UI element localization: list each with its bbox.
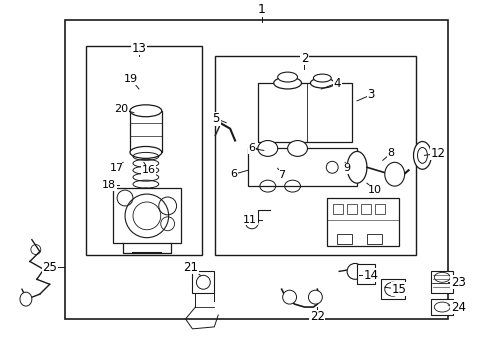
Text: 1: 1 bbox=[257, 3, 265, 16]
Bar bbox=[356, 265, 374, 284]
Bar bbox=[332, 204, 343, 214]
Text: 17: 17 bbox=[110, 163, 124, 173]
Bar bbox=[430, 299, 452, 315]
Text: 6: 6 bbox=[248, 143, 255, 153]
Bar bbox=[366, 234, 381, 244]
Text: 5: 5 bbox=[212, 112, 220, 125]
Bar bbox=[247, 148, 356, 186]
Text: 2: 2 bbox=[300, 52, 307, 65]
Ellipse shape bbox=[130, 147, 162, 158]
Ellipse shape bbox=[308, 290, 322, 304]
Ellipse shape bbox=[346, 264, 362, 279]
Ellipse shape bbox=[245, 219, 257, 229]
Bar bbox=[326, 198, 398, 246]
Bar bbox=[64, 19, 447, 319]
Bar bbox=[430, 271, 452, 293]
Ellipse shape bbox=[346, 152, 366, 183]
Bar bbox=[86, 46, 202, 255]
Text: 20: 20 bbox=[114, 104, 128, 114]
Text: 4: 4 bbox=[333, 77, 340, 90]
Text: 16: 16 bbox=[142, 165, 156, 175]
Bar bbox=[192, 271, 214, 293]
Bar bbox=[346, 204, 356, 214]
Ellipse shape bbox=[282, 290, 296, 304]
Text: 25: 25 bbox=[42, 261, 57, 274]
Text: 12: 12 bbox=[430, 147, 445, 160]
Bar bbox=[374, 204, 384, 214]
Text: 23: 23 bbox=[450, 276, 465, 289]
Bar bbox=[360, 204, 370, 214]
Text: 7: 7 bbox=[278, 170, 285, 180]
Ellipse shape bbox=[125, 194, 168, 238]
Bar bbox=[380, 279, 404, 299]
Text: 8: 8 bbox=[386, 148, 393, 158]
Text: 19: 19 bbox=[123, 74, 138, 84]
Ellipse shape bbox=[20, 292, 32, 306]
Text: 15: 15 bbox=[390, 283, 405, 296]
Ellipse shape bbox=[413, 141, 430, 169]
Ellipse shape bbox=[138, 188, 154, 198]
Text: 21: 21 bbox=[183, 261, 198, 274]
Bar bbox=[257, 83, 351, 143]
Text: 22: 22 bbox=[309, 310, 324, 324]
Ellipse shape bbox=[130, 105, 162, 117]
Text: 14: 14 bbox=[363, 269, 378, 282]
Bar bbox=[113, 188, 180, 243]
Ellipse shape bbox=[277, 72, 297, 82]
Ellipse shape bbox=[287, 140, 307, 156]
Text: 9: 9 bbox=[343, 163, 350, 173]
Ellipse shape bbox=[313, 74, 330, 82]
Ellipse shape bbox=[384, 162, 404, 186]
Text: 18: 18 bbox=[102, 180, 116, 190]
Ellipse shape bbox=[273, 77, 301, 89]
Text: 13: 13 bbox=[131, 42, 146, 55]
Ellipse shape bbox=[257, 140, 277, 156]
Text: 3: 3 bbox=[366, 89, 374, 102]
Text: 24: 24 bbox=[450, 301, 465, 314]
Text: 6: 6 bbox=[230, 169, 237, 179]
Text: 11: 11 bbox=[243, 215, 256, 225]
Bar bbox=[130, 111, 162, 152]
Bar bbox=[337, 234, 351, 244]
Text: 10: 10 bbox=[367, 185, 381, 195]
Ellipse shape bbox=[310, 78, 333, 88]
Bar bbox=[215, 56, 416, 255]
